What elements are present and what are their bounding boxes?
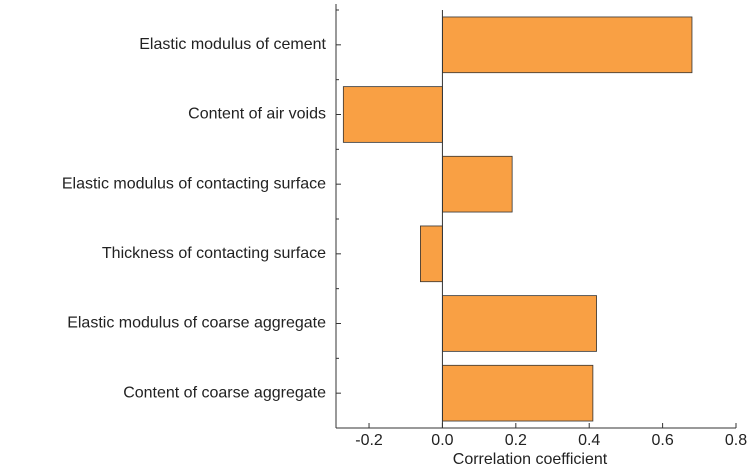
y-tick-label: Content of coarse aggregate [123, 384, 326, 401]
bar [442, 16, 693, 74]
bar [442, 364, 594, 422]
x-tick-label: 0.0 [431, 432, 453, 449]
x-tick-label: 0.2 [505, 432, 527, 449]
y-tick-label: Elastic modulus of coarse aggregate [67, 315, 326, 332]
x-tick-label: 0.4 [578, 432, 600, 449]
y-tick-label: Thickness of contacting surface [102, 245, 326, 262]
y-tick-label: Elastic modulus of contacting surface [62, 175, 326, 192]
bar [342, 86, 443, 143]
y-tick-label: Content of air voids [188, 106, 326, 123]
y-tick-label: Elastic modulus of cement [139, 36, 326, 53]
bar [442, 295, 597, 352]
x-tick-label: 0.8 [725, 432, 747, 449]
x-tick-label: -0.2 [355, 432, 383, 449]
x-tick-label: 0.6 [651, 432, 673, 449]
bar [442, 155, 513, 213]
bar [420, 225, 443, 283]
x-axis-label: Correlation coefficient [453, 451, 608, 468]
